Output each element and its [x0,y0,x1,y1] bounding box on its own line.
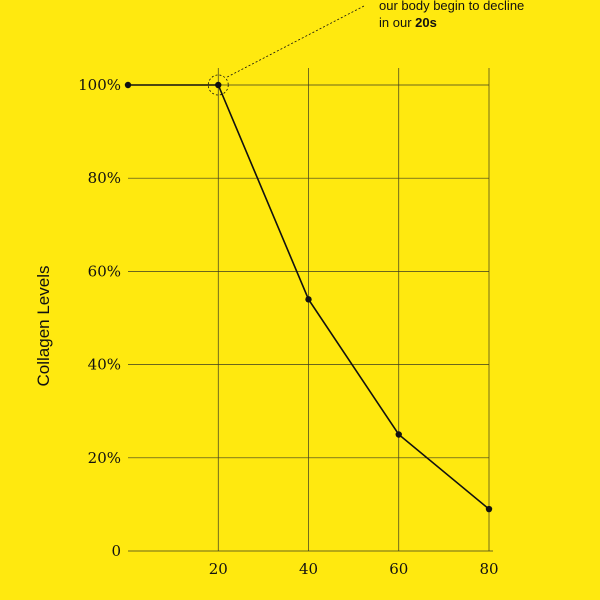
grid-layer [128,68,490,551]
x-tick-label: 60 [389,560,408,578]
y-tick-label: 100% [78,76,121,94]
data-point [485,505,493,513]
points-layer [124,81,493,513]
y-tick-label: 60% [88,262,121,280]
annotation-line-2-bold: 20s [415,15,437,30]
data-point [395,431,402,438]
data-point [124,81,132,89]
data-point [215,81,222,89]
annotation-highlight-circle [207,74,229,96]
annotation-line-1: our body begin to decline [379,0,524,13]
y-tick-label: 80% [88,169,121,187]
x-tick-label: 20 [209,560,228,578]
annotation-line-2-prefix: in our [379,15,415,30]
y-tick-label: 0 [111,542,121,560]
annotation-leader-line [227,5,365,78]
x-tick-label: 40 [299,560,318,578]
data-point [305,296,312,303]
y-axis-label: Collagen Levels [34,266,53,387]
annotation-layer: our body begin to decline in our 20s [207,0,524,96]
annotation-line-2: in our 20s [379,15,437,30]
x-tick-label: 80 [479,560,498,578]
y-tick-label: 40% [88,356,121,374]
axis-layer: 0 20% 40% 60% 80% 100% 20 40 60 80 [78,76,498,578]
y-tick-label: 20% [88,449,121,467]
